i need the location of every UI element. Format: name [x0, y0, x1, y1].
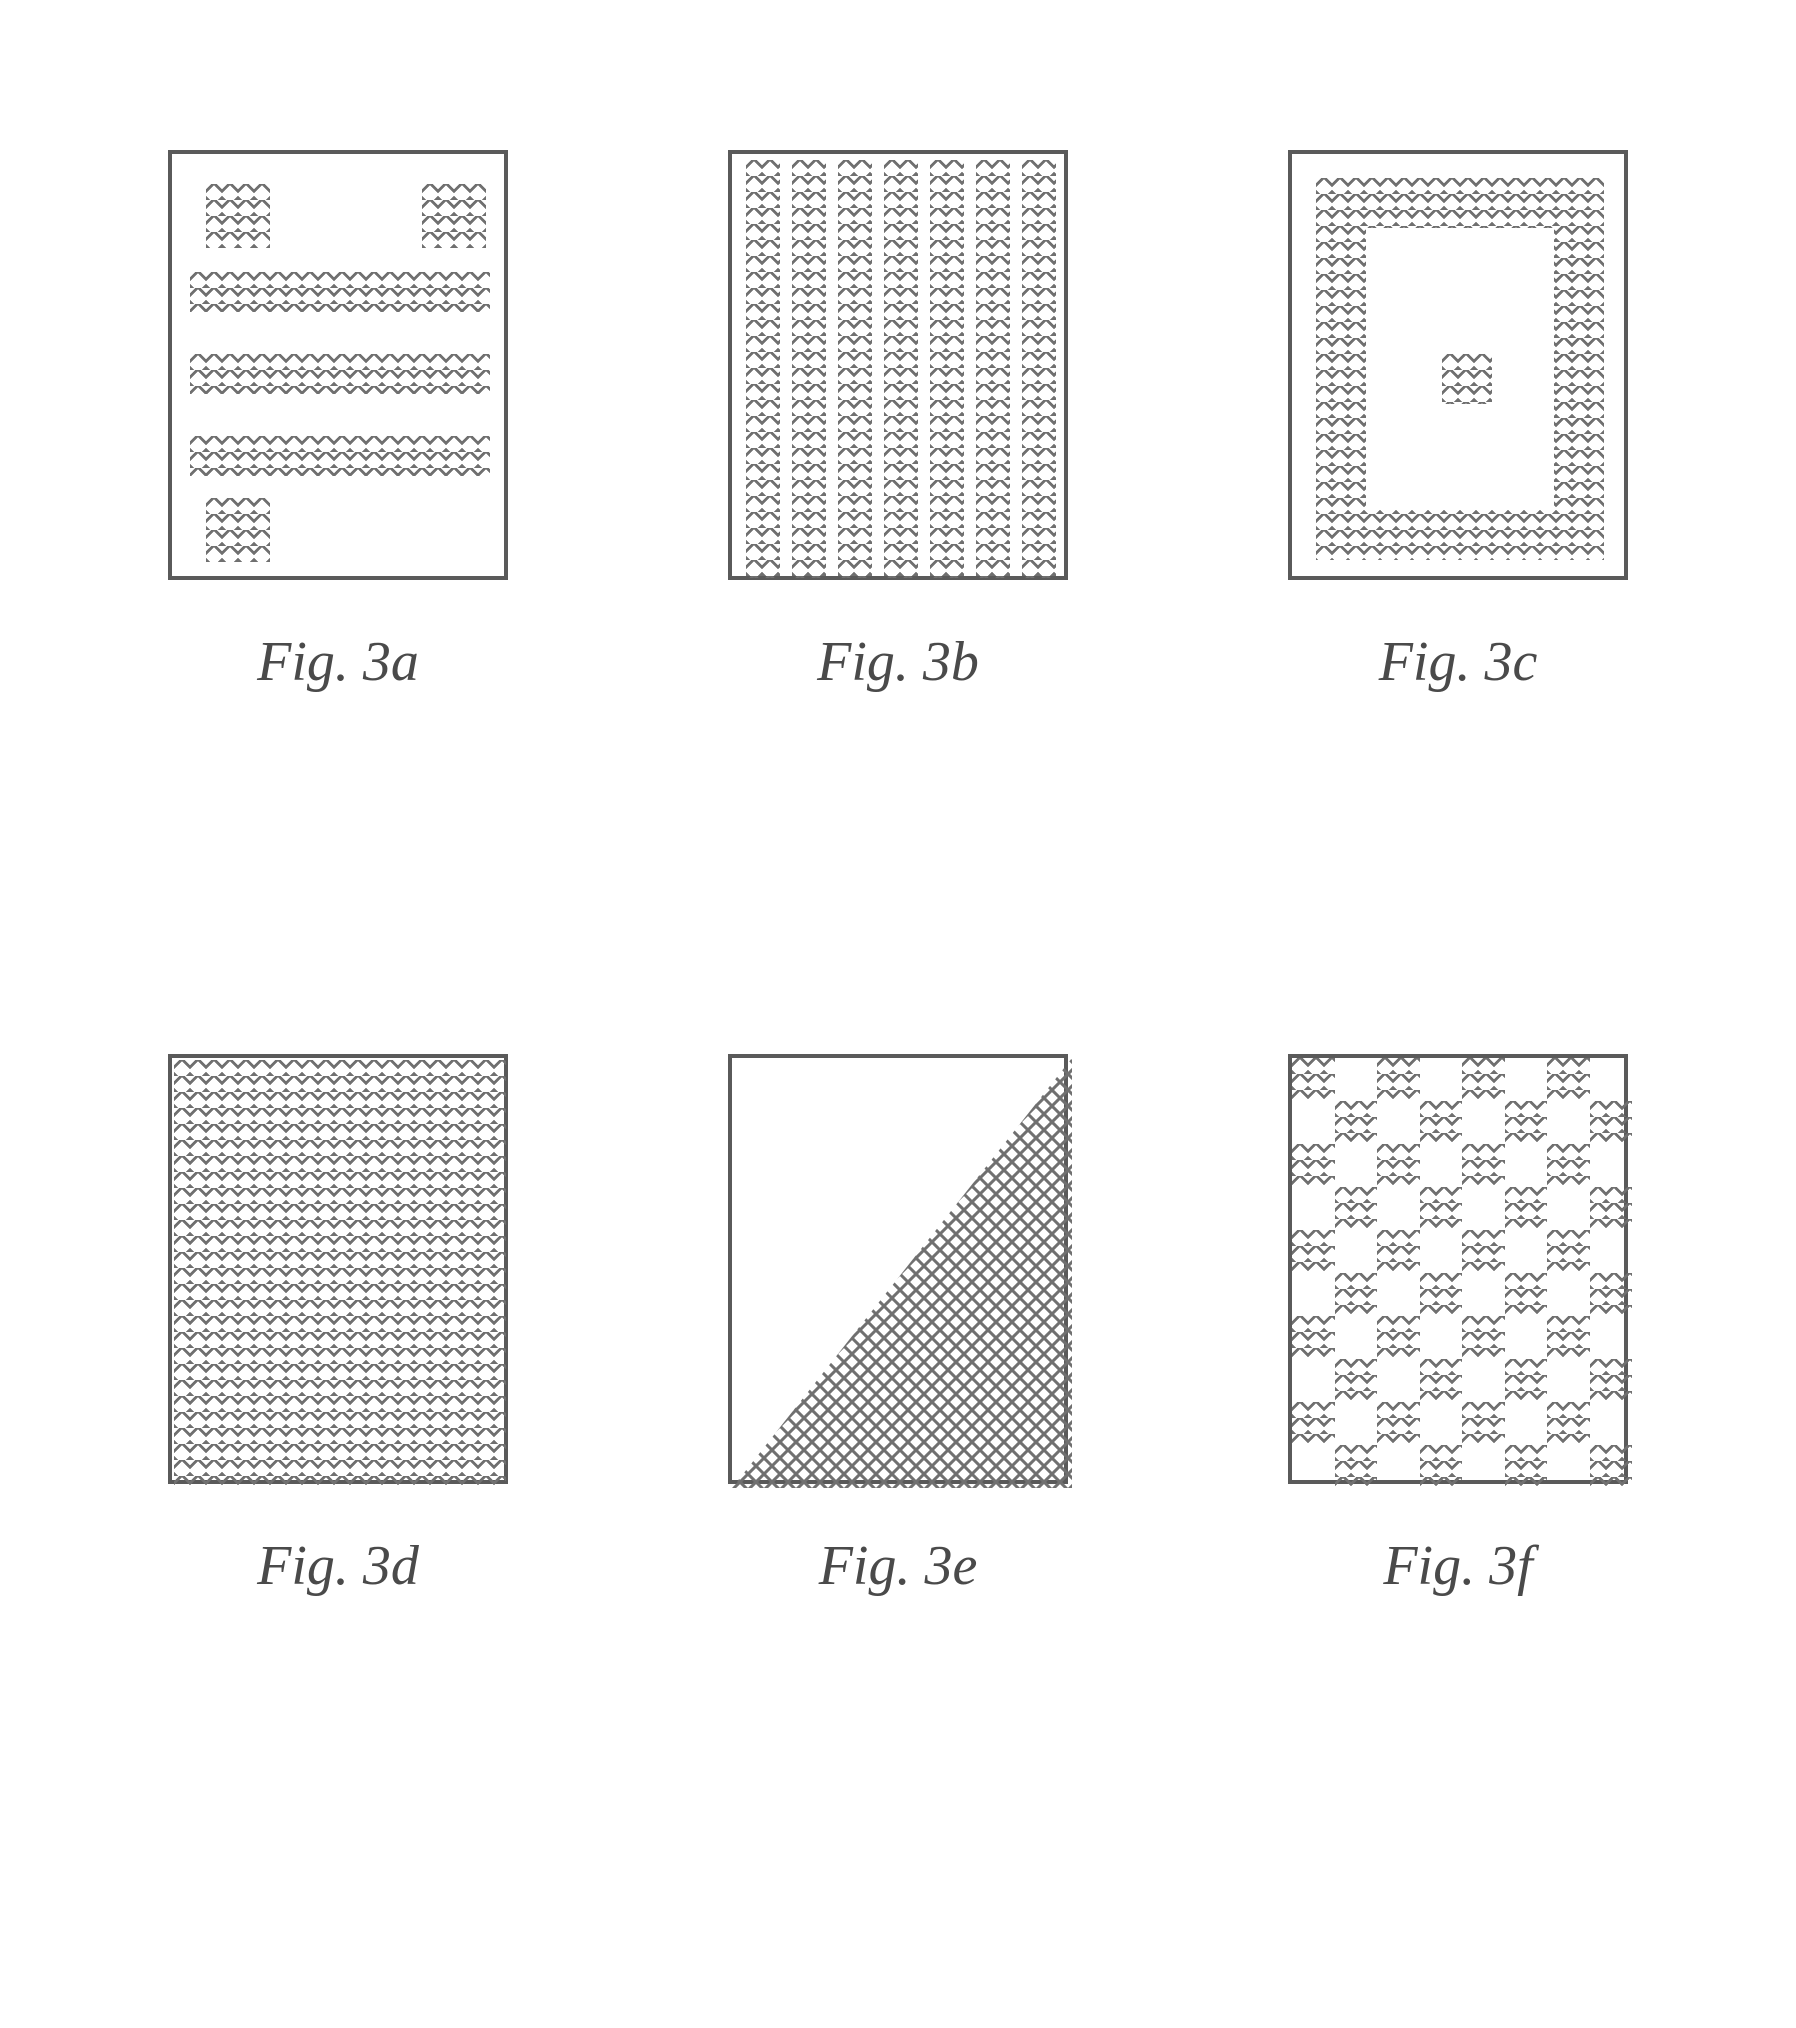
figure-caption-e: Fig. 3e: [819, 1534, 978, 1598]
hatch-rect: [746, 160, 780, 578]
figure-cell-e: Fig. 3e: [728, 1054, 1068, 1598]
hatch-rect: [422, 184, 486, 248]
figure-page: Fig. 3a Fig. 3b Fig. 3c Fig. 3d Fig. 3e Fig. …: [0, 0, 1796, 2028]
figure-cell-c: Fig. 3c: [1288, 150, 1628, 694]
hatch-checker-cell: [1547, 1316, 1590, 1359]
figure-grid: Fig. 3a Fig. 3b Fig. 3c Fig. 3d Fig. 3e Fig. …: [138, 150, 1658, 1598]
hatch-checker-cell: [1292, 1316, 1335, 1359]
hatch-checker-cell: [1420, 1445, 1463, 1488]
hatch-checker-cell: [1462, 1144, 1505, 1187]
figure-cell-f: Fig. 3f: [1288, 1054, 1628, 1598]
hatch-triangle: [732, 1058, 1072, 1488]
hatch-rect: [190, 436, 490, 476]
hatch-checker-cell: [1420, 1187, 1463, 1230]
hatch-checker-cell: [1377, 1058, 1420, 1101]
hatch-checker-cell: [1590, 1273, 1633, 1316]
hatch-checker-cell: [1420, 1101, 1463, 1144]
figure-caption-a: Fig. 3a: [257, 630, 419, 694]
hatch-checker-cell: [1505, 1445, 1548, 1488]
figure-panel-c: [1288, 150, 1628, 580]
hatch-checker-cell: [1420, 1359, 1463, 1402]
hatch-checker-cell: [1292, 1402, 1335, 1445]
figure-cell-d: Fig. 3d: [168, 1054, 508, 1598]
hatch-rect: [190, 354, 490, 394]
hatch-rect: [976, 160, 1010, 578]
hatch-rect: [884, 160, 918, 578]
hatch-checker-cell: [1547, 1230, 1590, 1273]
hatch-checker-cell: [1292, 1230, 1335, 1273]
figure-caption-d: Fig. 3d: [257, 1534, 419, 1598]
hatch-checker-cell: [1462, 1058, 1505, 1101]
hatch-checker-cell: [1590, 1445, 1633, 1488]
hatch-rect: [206, 498, 270, 562]
hatch-checker-cell: [1292, 1144, 1335, 1187]
figure-cell-b: Fig. 3b: [728, 150, 1068, 694]
hatch-checker-cell: [1335, 1445, 1378, 1488]
hatch-checker-cell: [1335, 1359, 1378, 1402]
hatch-rect: [190, 272, 490, 312]
hatch-checker-cell: [1377, 1230, 1420, 1273]
hatch-checker-cell: [1335, 1101, 1378, 1144]
hatch-checker-cell: [1377, 1144, 1420, 1187]
hatch-checker-cell: [1590, 1101, 1633, 1144]
hatch-checker-cell: [1377, 1402, 1420, 1445]
figure-panel-f: [1288, 1054, 1628, 1484]
hatch-checker-cell: [1377, 1316, 1420, 1359]
figure-panel-e: [728, 1054, 1068, 1484]
figure-panel-d: [168, 1054, 508, 1484]
figure-caption-b: Fig. 3b: [817, 630, 979, 694]
hatch-checker-cell: [1590, 1187, 1633, 1230]
hatch-checker-cell: [1590, 1359, 1633, 1402]
hatch-checker-cell: [1505, 1359, 1548, 1402]
hatch-checker-cell: [1505, 1187, 1548, 1230]
hatch-rect: [174, 1060, 506, 1486]
hatch-checker-cell: [1462, 1230, 1505, 1273]
hatch-checker-cell: [1462, 1316, 1505, 1359]
figure-caption-f: Fig. 3f: [1383, 1534, 1532, 1598]
hatch-rect: [1022, 160, 1056, 578]
hatch-rect: [930, 160, 964, 578]
hatch-checker-cell: [1335, 1273, 1378, 1316]
hatch-checker-cell: [1335, 1187, 1378, 1230]
hatch-rect: [792, 160, 826, 578]
figure-cell-a: Fig. 3a: [168, 150, 508, 694]
hatch-rect: [838, 160, 872, 578]
hatch-checker-cell: [1420, 1273, 1463, 1316]
hatch-rect: [1442, 354, 1492, 404]
hatch-checker-cell: [1462, 1402, 1505, 1445]
hatch-checker-cell: [1547, 1058, 1590, 1101]
hatch-checker-cell: [1505, 1273, 1548, 1316]
figure-caption-c: Fig. 3c: [1379, 630, 1538, 694]
figure-panel-b: [728, 150, 1068, 580]
hatch-checker-cell: [1292, 1058, 1335, 1101]
figure-panel-a: [168, 150, 508, 580]
hatch-rect: [206, 184, 270, 248]
hatch-checker-cell: [1547, 1144, 1590, 1187]
hatch-checker-cell: [1547, 1402, 1590, 1445]
hatch-checker-cell: [1505, 1101, 1548, 1144]
